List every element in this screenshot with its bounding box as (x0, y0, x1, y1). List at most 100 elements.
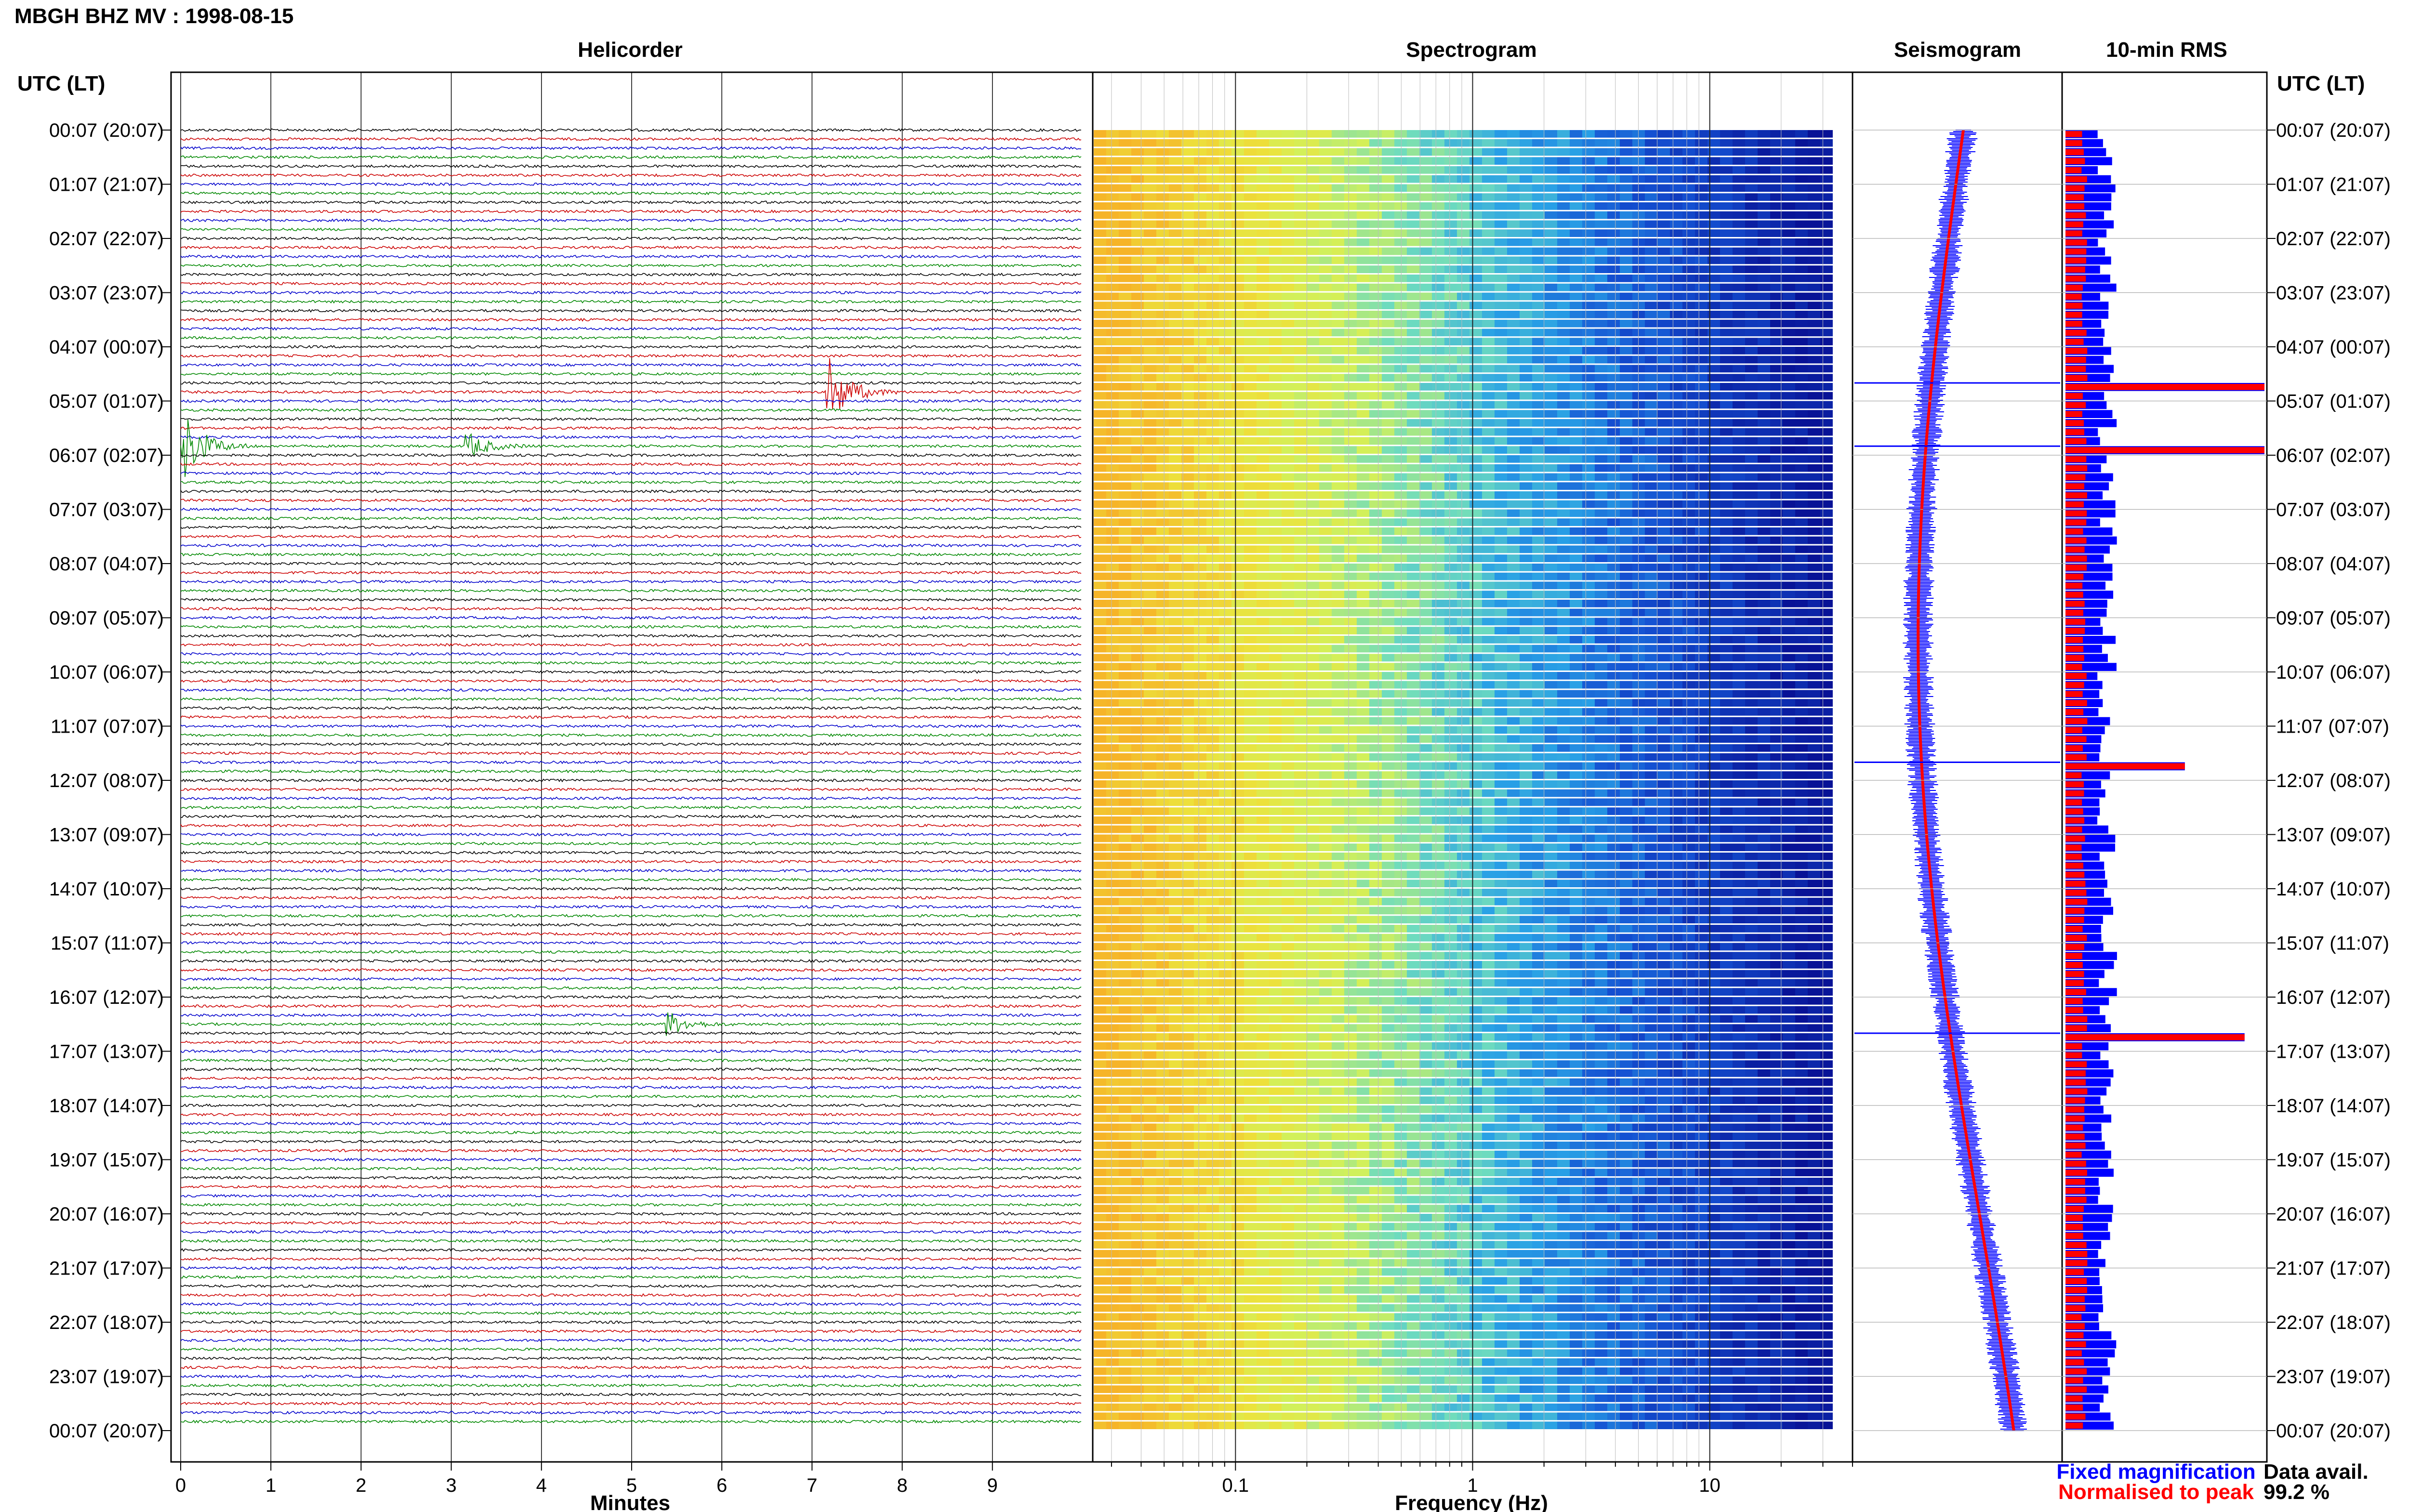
spectrogram-cell (1582, 428, 1595, 436)
spectrogram-cell (1144, 861, 1156, 869)
spectrogram-cell (1394, 853, 1407, 860)
spectrogram-cell (1332, 545, 1344, 553)
spectrogram-cell (1332, 238, 1344, 246)
spectrogram-cell (1620, 627, 1632, 634)
spectrogram-cell (1131, 419, 1144, 427)
spectrogram-cell (1657, 663, 1670, 671)
spectrogram-cell (1758, 311, 1770, 318)
spectrogram-cell (1570, 139, 1582, 147)
spectrogram-cell (1520, 319, 1532, 328)
spectrogram-cell (1194, 491, 1206, 499)
spectrogram-cell (1344, 672, 1357, 680)
spectrogram-cell (1657, 554, 1670, 562)
spectrogram-cell (1469, 780, 1482, 788)
spectrogram-cell (1369, 491, 1382, 499)
spectrogram-cell (1344, 446, 1357, 454)
spectrogram-cell (1419, 455, 1432, 463)
spectrogram-cell (1407, 428, 1419, 436)
spectrogram-cell (1169, 419, 1181, 427)
spectrogram-cell (1407, 663, 1419, 671)
spectrogram-cell (1332, 157, 1344, 165)
spectrogram-cell (1282, 410, 1294, 418)
spectrogram-cell (1332, 211, 1344, 219)
spectrogram-cell (1545, 229, 1557, 237)
spectrogram-cell (1595, 329, 1607, 337)
spectrogram-cell (1307, 193, 1319, 201)
spectrogram-cell (1194, 726, 1206, 734)
spectrogram-cell (1733, 193, 1745, 201)
spectrogram-cell (1244, 211, 1257, 219)
spectrogram-cell (1820, 744, 1833, 752)
spectrogram-cell (1545, 211, 1557, 219)
spectrogram-cell (1094, 735, 1106, 743)
spectrogram-cell (1758, 545, 1770, 553)
spectrogram-cell (1520, 482, 1532, 490)
spectrogram-cell (1319, 355, 1332, 364)
spectrogram-cell (1444, 211, 1457, 219)
spectrogram-cell (1119, 220, 1131, 228)
spectrogram-cell (1695, 211, 1707, 219)
spectrogram-cell (1795, 509, 1808, 517)
helicorder-trace (180, 1203, 1082, 1207)
spectrogram-cell (1194, 554, 1206, 562)
spectrogram-cell (1745, 690, 1758, 698)
spectrogram-cell (1144, 771, 1156, 779)
spectrogram-cell (1482, 853, 1495, 860)
spectrogram-cell (1570, 265, 1582, 273)
spectrogram-cell (1219, 302, 1231, 309)
spectrogram-cell (1407, 464, 1419, 472)
spectrogram-cell (1682, 265, 1695, 273)
spectrogram-cell (1720, 564, 1733, 571)
spectrogram-cell (1457, 319, 1469, 328)
spectrogram-cell (1733, 672, 1745, 680)
spectrogram-cell (1131, 853, 1144, 860)
spectrogram-cell (1382, 491, 1394, 499)
spectrogram-cell (1407, 148, 1419, 156)
spectrogram-cell (1495, 527, 1507, 535)
spectrogram-cell (1645, 130, 1657, 138)
spectrogram-cell (1219, 825, 1231, 833)
spectrogram-cell (1482, 473, 1495, 481)
spectrogram-cell (1282, 247, 1294, 255)
spectrogram-cell (1131, 238, 1144, 246)
spectrogram-cell (1106, 437, 1119, 445)
spectrogram-cell (1607, 509, 1620, 517)
spectrogram-cell (1670, 708, 1682, 716)
spectrogram-cell (1607, 184, 1620, 192)
spectrogram-cell (1770, 184, 1783, 192)
spectrogram-cell (1344, 392, 1357, 400)
spectrogram-cell (1520, 347, 1532, 355)
spectrogram-cell (1808, 591, 1820, 598)
spectrogram-cell (1682, 644, 1695, 653)
spectrogram-cell (1332, 681, 1344, 689)
spectrogram-cell (1106, 536, 1119, 544)
spectrogram-cell (1758, 654, 1770, 662)
spectrogram-cell (1131, 175, 1144, 183)
spectrogram-cell (1369, 275, 1382, 282)
spectrogram-cell (1219, 654, 1231, 662)
spectrogram-cell (1808, 275, 1820, 282)
spectrogram-cell (1432, 329, 1444, 337)
spectrogram-cell (1620, 455, 1632, 463)
spectrogram-cell (1645, 302, 1657, 309)
spectrogram-cell (1532, 482, 1545, 490)
spectrogram-cell (1820, 672, 1833, 680)
spectrogram-cell (1382, 735, 1394, 743)
helicorder-trace (180, 227, 1082, 232)
spectrogram-cell (1670, 509, 1682, 517)
spectrogram-cell (1257, 789, 1269, 797)
spectrogram-cell (1169, 302, 1181, 309)
spectrogram-cell (1269, 717, 1282, 725)
spectrogram-cell (1231, 184, 1244, 192)
spectrogram-cell (1282, 536, 1294, 544)
spectrogram-cell (1707, 663, 1720, 671)
spectrogram-cell (1482, 311, 1495, 318)
spectrogram-cell (1219, 853, 1231, 860)
spectrogram-cell (1231, 202, 1244, 210)
spectrogram-cell (1557, 654, 1570, 662)
spectrogram-cell (1419, 591, 1432, 598)
spectrogram-cell (1181, 392, 1194, 400)
spectrogram-cell (1507, 527, 1520, 535)
spectrogram-cell (1319, 690, 1332, 698)
spectrogram-cell (1394, 148, 1407, 156)
